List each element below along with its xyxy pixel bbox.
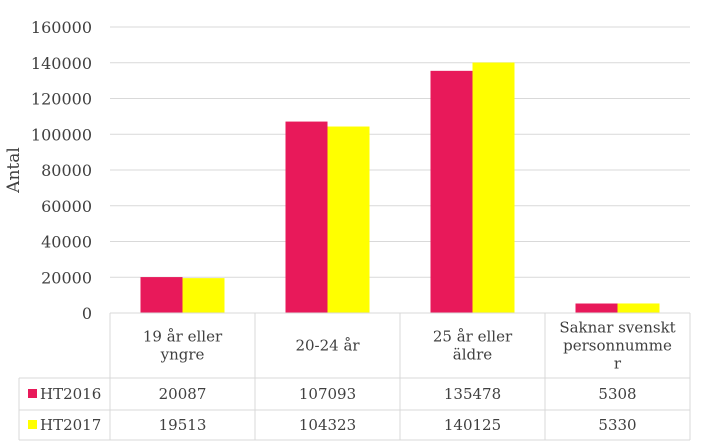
gridlines	[110, 26, 690, 314]
legend-key-ht2017	[28, 420, 37, 429]
table-cell-value: 5308	[598, 385, 636, 403]
table-cell-value: 5330	[598, 416, 636, 434]
y-tick-label: 120000	[31, 90, 92, 109]
y-tick-label: 100000	[31, 125, 92, 144]
y-tick-label: 140000	[31, 54, 92, 73]
table-cell-value: 135478	[444, 385, 501, 403]
bar-ht2017-1	[327, 126, 370, 313]
bar-ht2017-3	[617, 303, 660, 313]
category-label-1: 20-24 år	[295, 337, 360, 355]
category-label-0: 19 år eller yngre	[143, 328, 223, 364]
bar-ht2016-2	[430, 70, 473, 314]
y-tick-label: 80000	[41, 161, 92, 180]
table-cell-value: 107093	[299, 385, 356, 403]
bar-ht2016-1	[285, 121, 328, 314]
bar-ht2016-0	[140, 277, 183, 313]
y-tick-label: 0	[82, 304, 92, 323]
y-tick-label: 20000	[41, 268, 92, 287]
legend-key-ht2016	[28, 389, 37, 398]
table-cell-value: 140125	[444, 416, 501, 434]
y-axis-label: Antal	[4, 147, 24, 194]
legend-label: HT2016	[40, 385, 101, 403]
legend-label: HT2017	[40, 416, 101, 434]
table-cell-value: 20087	[159, 385, 207, 403]
bar-ht2017-2	[472, 62, 515, 313]
table-cell-value: 19513	[159, 416, 207, 434]
category-label-3: Saknar svenskt personnumme r	[559, 319, 675, 373]
data-table: 19 år eller yngre 20-24 år 25 år eller äldre…	[18, 312, 691, 441]
bars	[140, 62, 660, 314]
y-tick-label: 60000	[41, 197, 92, 216]
y-axis: 0 20000 40000 60000 80000 100000 120000 140000 1…	[31, 18, 92, 323]
y-tick-label: 40000	[41, 233, 92, 252]
bar-ht2016-3	[575, 303, 618, 313]
y-tick-label: 160000	[31, 18, 92, 37]
table-cell-value: 104323	[299, 416, 356, 434]
category-label-2: 25 år eller äldre	[433, 328, 513, 364]
bar-ht2017-0	[182, 278, 225, 313]
